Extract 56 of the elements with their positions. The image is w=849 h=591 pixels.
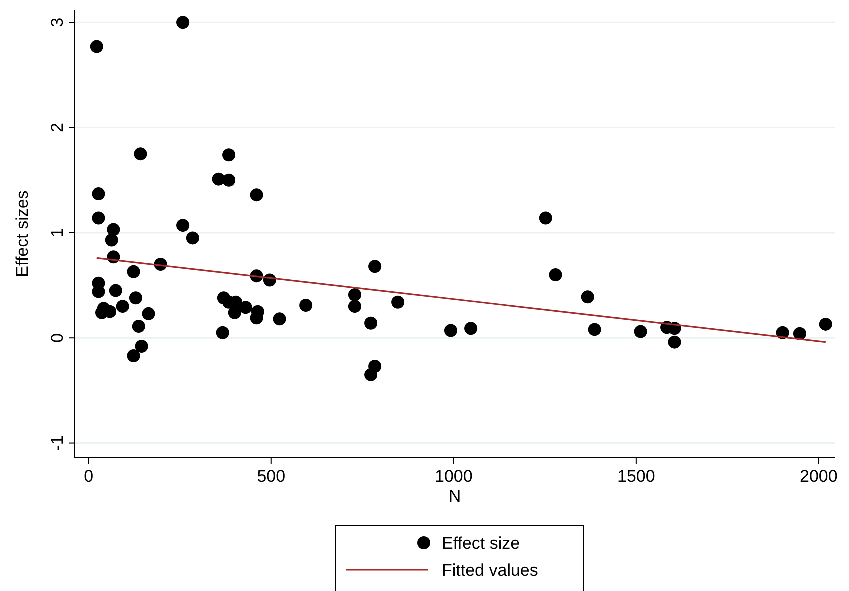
x-tick-label: 1500: [618, 467, 656, 486]
point: [464, 322, 478, 336]
x-tick-label: 0: [84, 467, 94, 486]
point: [239, 301, 252, 314]
y-tick-label: 2: [48, 123, 67, 133]
point: [273, 312, 286, 326]
y-axis-title: Effect sizes: [13, 190, 32, 278]
x-tick-label: 500: [257, 467, 286, 486]
point: [250, 188, 264, 202]
point: [90, 40, 104, 54]
point: [127, 349, 140, 362]
point: [222, 174, 236, 187]
point: [228, 306, 242, 320]
point: [127, 265, 140, 278]
point: [539, 212, 552, 225]
point: [129, 292, 142, 305]
point: [107, 223, 120, 236]
point: [634, 325, 648, 338]
point: [135, 340, 148, 354]
point: [109, 284, 122, 298]
point: [348, 300, 362, 314]
point: [581, 290, 594, 304]
y-tick-label: 3: [48, 18, 67, 28]
x-tick-label: 1000: [434, 467, 473, 486]
point: [300, 299, 313, 312]
x-tick-label: 2000: [800, 467, 838, 486]
point: [793, 327, 806, 340]
point: [348, 288, 362, 302]
point: [364, 316, 378, 330]
point: [668, 336, 682, 349]
point: [92, 188, 106, 201]
point: [588, 323, 602, 336]
point: [250, 312, 264, 325]
point: [444, 324, 458, 338]
point: [132, 320, 146, 334]
x-axis-title: N: [448, 487, 462, 506]
legend-label: Effect size: [442, 534, 520, 553]
point: [142, 307, 156, 320]
legend-label: Fitted values: [442, 561, 538, 580]
y-tick-label: 0: [48, 333, 67, 343]
point: [819, 318, 832, 331]
point: [92, 212, 106, 225]
point: [392, 296, 405, 309]
point: [134, 148, 148, 161]
point: [549, 268, 562, 282]
point: [176, 16, 190, 30]
point: [222, 148, 236, 162]
point: [116, 300, 130, 314]
point: [186, 232, 200, 245]
y-tick-label: 1: [48, 228, 67, 238]
point: [364, 368, 378, 382]
point: [368, 260, 382, 274]
point: [105, 234, 118, 247]
point: [216, 326, 230, 340]
point: [176, 219, 190, 232]
y-tick-label: -1: [48, 436, 67, 451]
